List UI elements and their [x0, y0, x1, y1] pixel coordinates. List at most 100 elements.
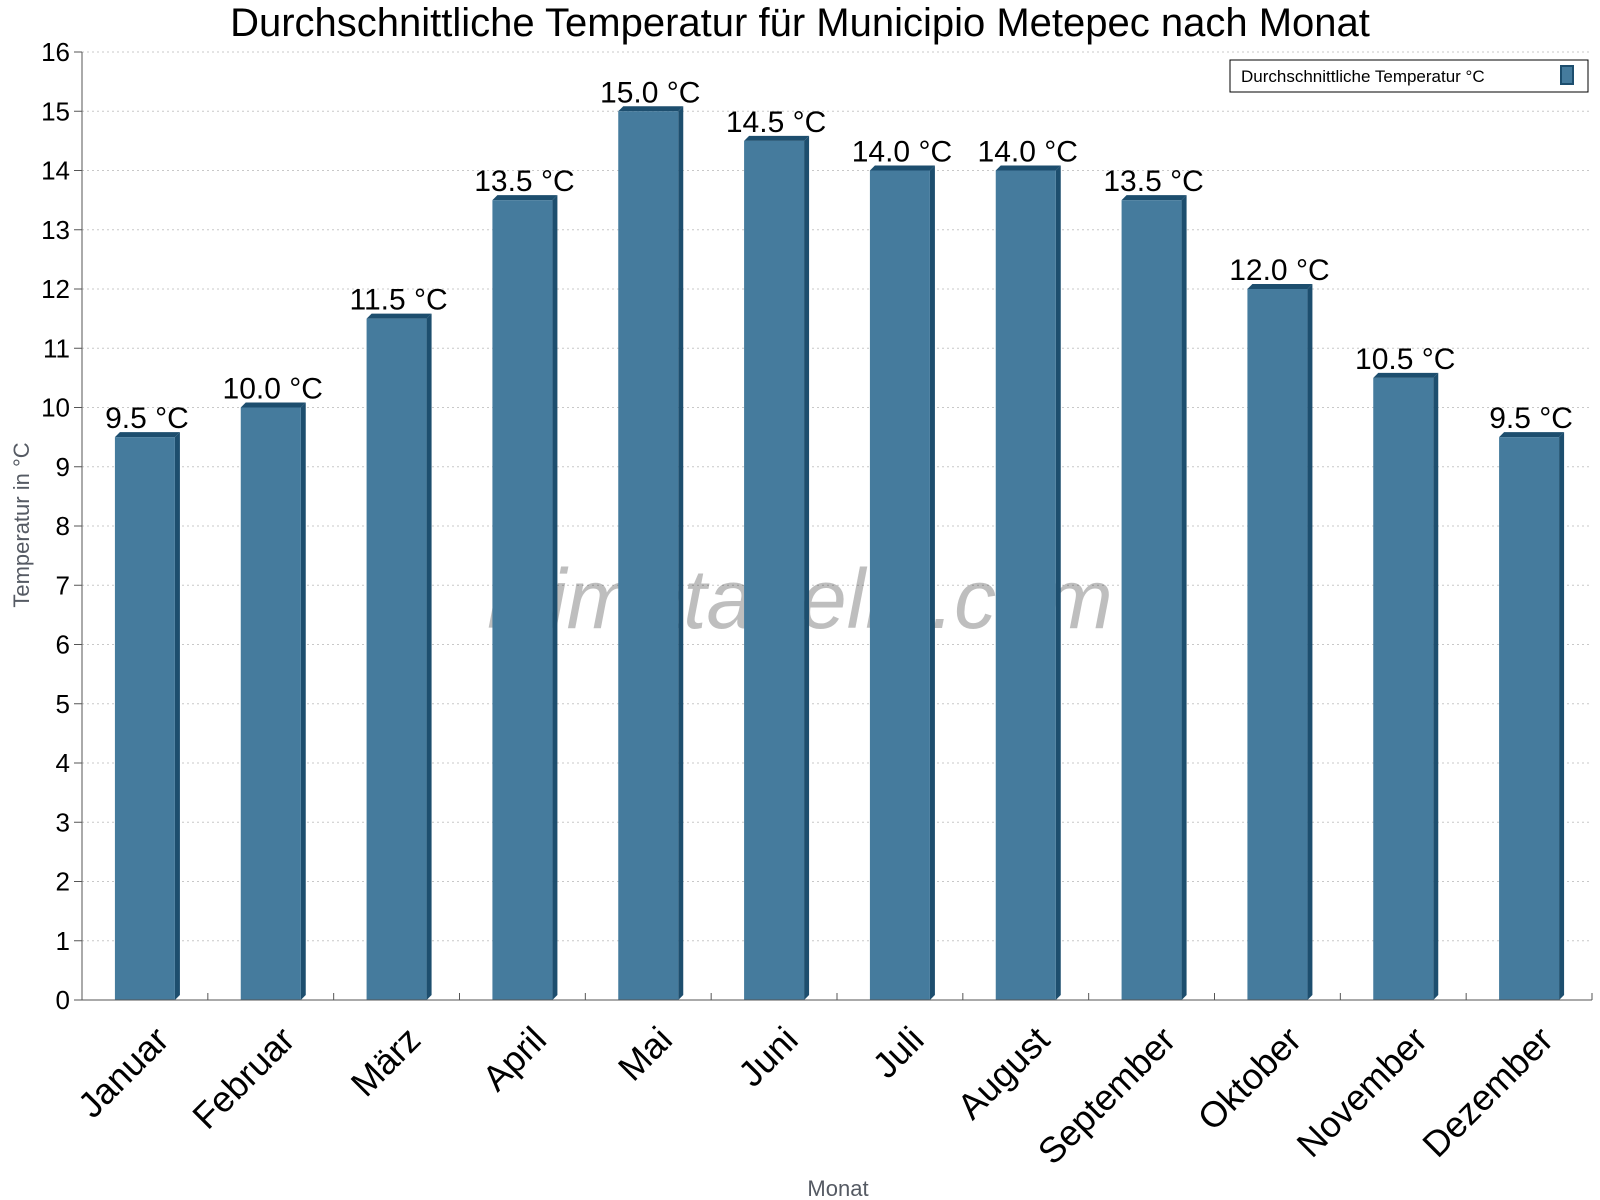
bar [1121, 195, 1187, 1000]
bar-face [1247, 289, 1308, 1000]
legend-box [1229, 59, 1589, 93]
bar-face [366, 318, 427, 1000]
bars-group [114, 106, 1565, 1000]
bar-side [929, 165, 935, 1000]
bar-face [114, 437, 175, 1000]
value-label: 9.5 °C [1489, 402, 1573, 435]
bar-side [678, 106, 684, 1000]
y-tick-label: 12 [41, 274, 70, 304]
bar-side [426, 313, 432, 1000]
legend-swatch [1560, 65, 1574, 85]
value-label: 10.5 °C [1355, 343, 1455, 376]
bar [1247, 284, 1313, 1000]
value-label: 14.0 °C [978, 136, 1078, 169]
value-labels-group: 9.5 °C 10.0 °C 11.5 °C 13.5 °C 15.0 °C 14.5 °… [105, 76, 1573, 435]
x-tick-label: Dezember [1414, 1019, 1560, 1165]
bar [744, 135, 810, 1000]
bar-face [1373, 377, 1434, 1000]
bar-top [366, 313, 432, 319]
bar-face [869, 170, 930, 1000]
bar-face [618, 111, 679, 1000]
bar-side [174, 432, 180, 1000]
bar-top [1373, 372, 1439, 378]
bar [366, 313, 432, 1000]
bar [995, 165, 1061, 1000]
x-tick-labels: Januar Februar März April Mai Juni Juli AugustS… [70, 1019, 1561, 1173]
value-label: 9.5 °C [105, 402, 189, 435]
value-label: 12.0 °C [1229, 254, 1329, 287]
value-label: 14.0 °C [852, 136, 952, 169]
bar-face [1121, 200, 1182, 1000]
y-tick-label: 8 [56, 511, 70, 541]
bar-top [492, 195, 558, 201]
bar-side [1559, 432, 1565, 1000]
y-tick-label: 2 [56, 867, 70, 897]
bar-face [1499, 437, 1560, 1000]
legend: Durchschnittliche Temperatur °C [1229, 59, 1589, 93]
x-tick-label: August [949, 1019, 1057, 1127]
bar [618, 106, 684, 1000]
y-axis-title: Temperatur in °C [9, 442, 34, 607]
bar [240, 402, 306, 1000]
value-label: 15.0 °C [600, 76, 700, 109]
value-label: 13.5 °C [1103, 165, 1203, 198]
x-tick-label: Juli [864, 1019, 931, 1086]
x-tick-label: Juni [730, 1019, 806, 1095]
bar [869, 165, 935, 1000]
bar-side [1055, 165, 1061, 1000]
bar-side [804, 135, 810, 1000]
x-tick-label: Oktober [1190, 1019, 1310, 1139]
bar [114, 432, 180, 1000]
bar-face [240, 407, 301, 1000]
y-tick-label: 0 [56, 985, 70, 1015]
x-tick-label: Februar [184, 1019, 302, 1137]
bar [1373, 372, 1439, 1000]
bar-face [744, 140, 805, 1000]
y-tick-label: 4 [56, 748, 70, 778]
bar-top [1247, 284, 1313, 289]
y-tick-label: 5 [56, 689, 70, 719]
bar-top [869, 165, 935, 171]
y-tick-label: 11 [43, 333, 70, 363]
axes-group [74, 51, 1593, 1001]
legend-label: Durchschnittliche Temperatur °C [1241, 67, 1485, 86]
x-tick-label: September [1030, 1019, 1184, 1173]
bar-top [995, 165, 1061, 171]
bar-top [618, 106, 684, 112]
y-tick-label: 1 [56, 926, 70, 956]
y-tick-label: 6 [56, 630, 70, 660]
x-axis-title: Monat [807, 1176, 868, 1200]
bar-side [1181, 195, 1187, 1000]
y-tick-label: 3 [56, 807, 70, 837]
y-tick-label: 7 [56, 570, 70, 600]
y-tick-label: 13 [41, 215, 70, 245]
bar-face [492, 200, 553, 1000]
x-tick-label: Mai [610, 1019, 680, 1089]
x-tick-label: November [1288, 1019, 1434, 1165]
y-tick-label: 9 [56, 452, 70, 482]
value-label: 11.5 °C [349, 284, 447, 317]
bar-side [1307, 284, 1313, 1000]
x-tick-label: April [474, 1019, 554, 1099]
chart-title: Durchschnittliche Temperatur für Municip… [230, 1, 1370, 45]
x-tick-label: März [343, 1019, 429, 1105]
y-tick-label: 15 [41, 96, 70, 126]
bar [1499, 432, 1565, 1000]
bar-side [552, 195, 558, 1000]
bar-side [1433, 372, 1439, 1000]
bar-face [995, 170, 1056, 1000]
bar-top [240, 402, 306, 408]
y-tick-label: 16 [41, 37, 70, 67]
bar-top [114, 432, 180, 438]
value-label: 13.5 °C [474, 165, 574, 198]
value-label: 10.0 °C [223, 373, 323, 406]
bar-top [744, 135, 810, 141]
bar-top [1121, 195, 1187, 201]
grid-lines [82, 51, 1592, 942]
bar-side [300, 402, 306, 1000]
bar [492, 195, 558, 1000]
y-tick-label: 10 [41, 393, 70, 423]
value-label: 14.5 °C [726, 106, 826, 139]
